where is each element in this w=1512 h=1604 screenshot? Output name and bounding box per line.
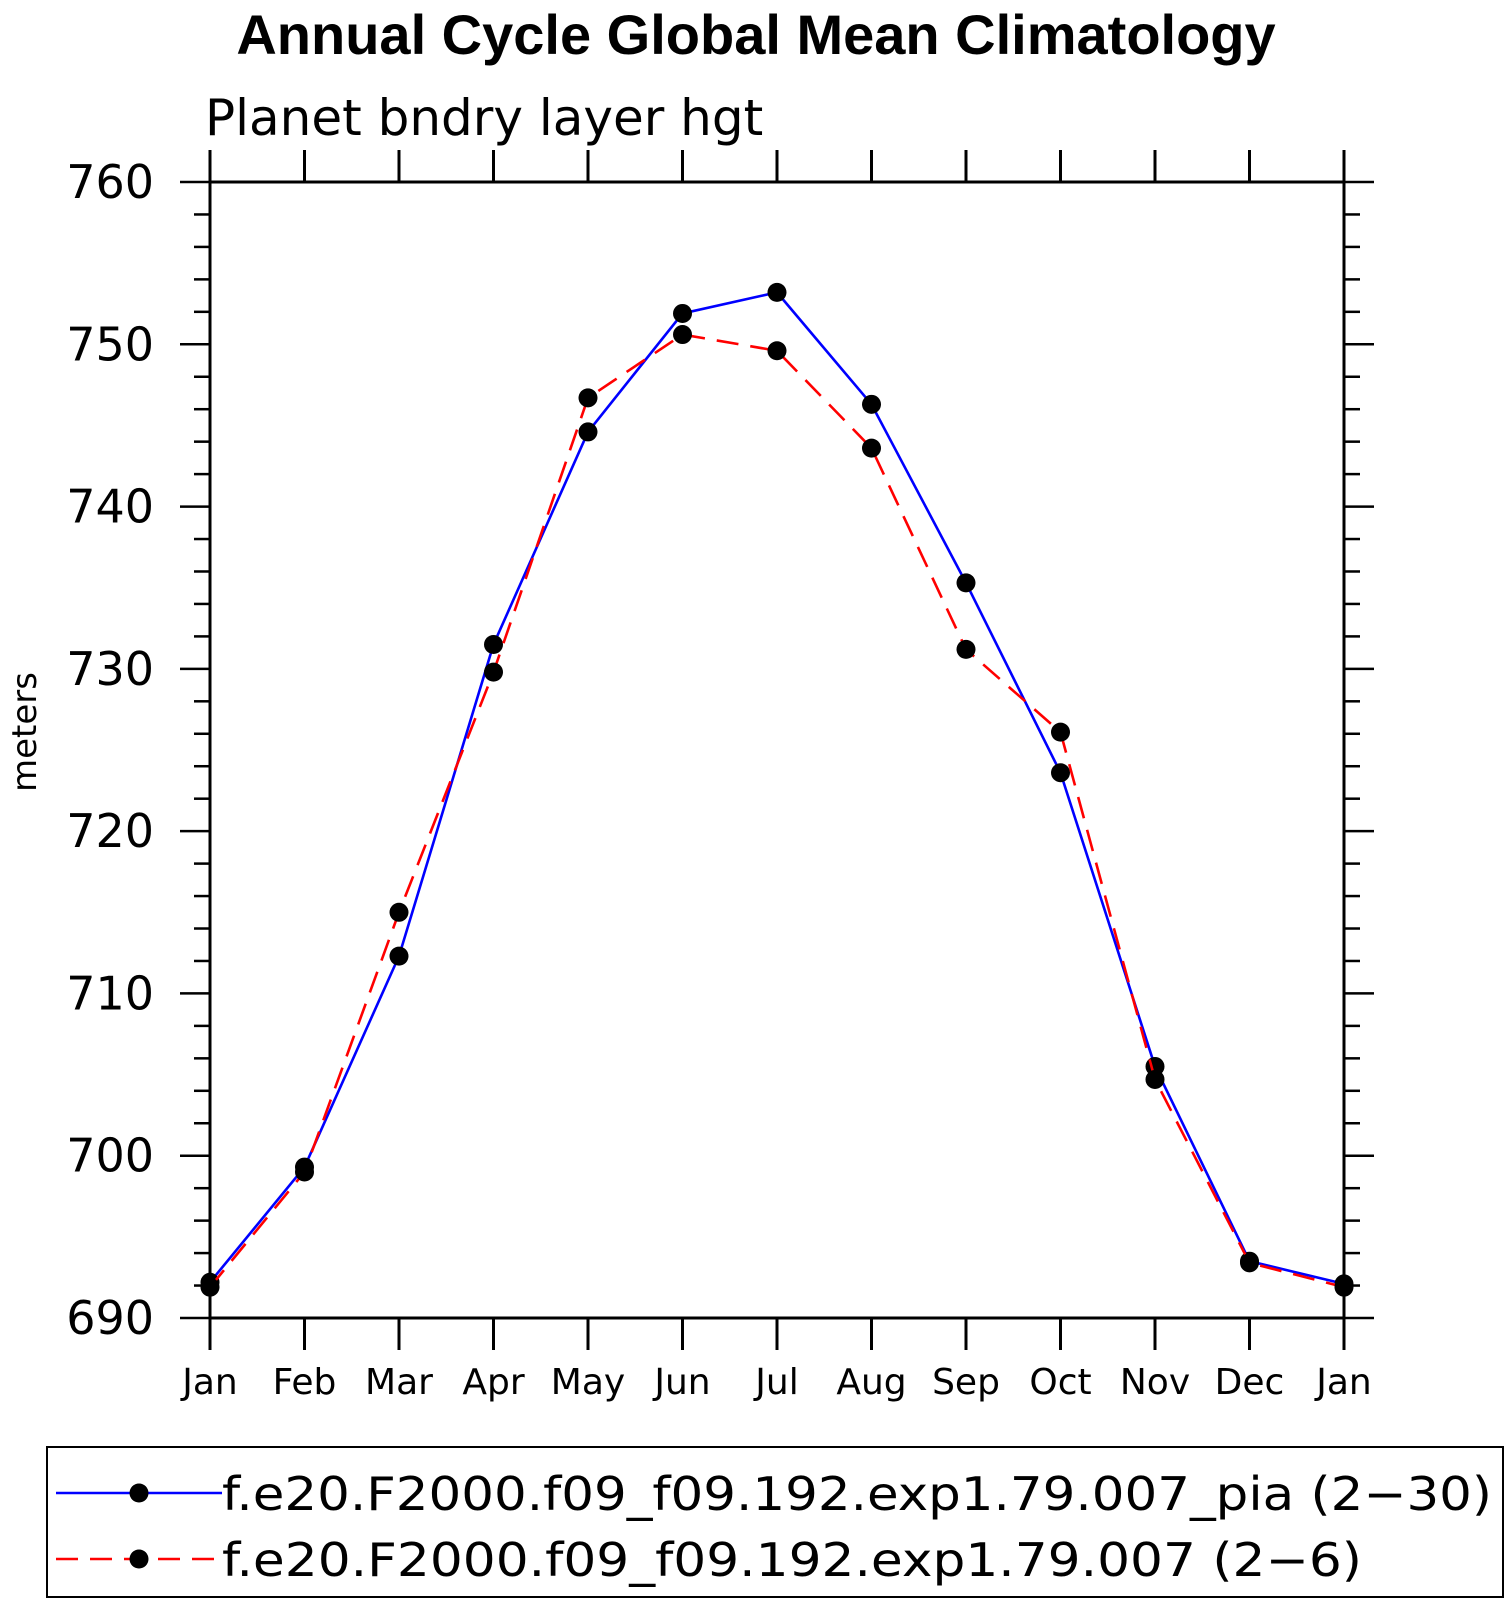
x-tick-label: Feb bbox=[273, 1362, 337, 1403]
legend-box bbox=[46, 1446, 1504, 1598]
data-point bbox=[578, 388, 598, 408]
data-point bbox=[1051, 722, 1070, 742]
data-point bbox=[295, 1162, 314, 1182]
x-tick-label: May bbox=[551, 1362, 625, 1403]
data-point bbox=[862, 394, 881, 414]
y-tick-label: 720 bbox=[66, 804, 154, 858]
x-tick-label: Jan bbox=[180, 1362, 238, 1403]
data-point bbox=[1145, 1069, 1165, 1089]
legend-marker bbox=[129, 1549, 149, 1569]
x-tick-label: Mar bbox=[365, 1362, 433, 1403]
legend-label: f.e20.F2000.f09_f09.192.exp1.79.007_pia … bbox=[222, 1467, 1492, 1521]
data-point bbox=[1334, 1277, 1354, 1297]
x-tick-label: Oct bbox=[1029, 1362, 1091, 1403]
y-tick-label: 710 bbox=[66, 966, 154, 1020]
data-point bbox=[200, 1277, 220, 1297]
data-point bbox=[1240, 1253, 1259, 1273]
axes-layer: Jan Feb Mar Apr May Jun Jul Aug Sep Oct Nov Dec Jan 6… bbox=[66, 150, 1374, 1403]
data-point bbox=[389, 946, 409, 966]
legend-label: f.e20.F2000.f09_f09.192.exp1.79.007 (2−6… bbox=[222, 1533, 1362, 1587]
x-tick-label: Sep bbox=[932, 1362, 1000, 1403]
x-tick-label: Jan bbox=[1314, 1362, 1372, 1403]
x-tick-label: Jun bbox=[652, 1362, 710, 1403]
data-point bbox=[956, 573, 976, 593]
series-0 bbox=[200, 282, 1354, 1294]
series-layer bbox=[200, 282, 1354, 1297]
series-line bbox=[208, 290, 1345, 1286]
data-point bbox=[673, 303, 692, 323]
legend-marker bbox=[129, 1483, 149, 1503]
data-point bbox=[484, 662, 503, 682]
data-point bbox=[484, 635, 503, 655]
y-tick-label: 760 bbox=[66, 155, 154, 209]
chart-subtitle: Planet bndry layer hgt bbox=[205, 89, 763, 147]
y-tick-label: 730 bbox=[66, 642, 154, 696]
x-tick-label: Nov bbox=[1120, 1362, 1190, 1403]
y-axis-label: meters bbox=[5, 672, 45, 792]
legend: f.e20.F2000.f09_f09.192.exp1.79.007_pia … bbox=[56, 1467, 1492, 1587]
data-point bbox=[673, 325, 692, 345]
y-tick-label: 740 bbox=[66, 480, 154, 534]
y-tick-label: 690 bbox=[66, 1291, 154, 1345]
data-point bbox=[767, 282, 787, 302]
x-tick-label: Dec bbox=[1215, 1362, 1285, 1403]
x-tick-label: Aug bbox=[836, 1362, 906, 1403]
x-tick-label: Apr bbox=[462, 1362, 524, 1403]
chart-title: Annual Cycle Global Mean Climatology bbox=[236, 3, 1276, 66]
data-point bbox=[862, 438, 881, 458]
data-point bbox=[767, 341, 787, 361]
y-tick-label: 750 bbox=[66, 317, 154, 371]
data-point bbox=[1051, 763, 1070, 783]
x-tick-label: Jul bbox=[753, 1362, 798, 1403]
y-tick-label: 700 bbox=[66, 1129, 154, 1183]
data-point bbox=[389, 902, 409, 922]
data-point bbox=[956, 639, 976, 659]
data-point bbox=[578, 422, 598, 442]
series-line bbox=[208, 333, 1345, 1289]
series-1 bbox=[200, 325, 1354, 1297]
